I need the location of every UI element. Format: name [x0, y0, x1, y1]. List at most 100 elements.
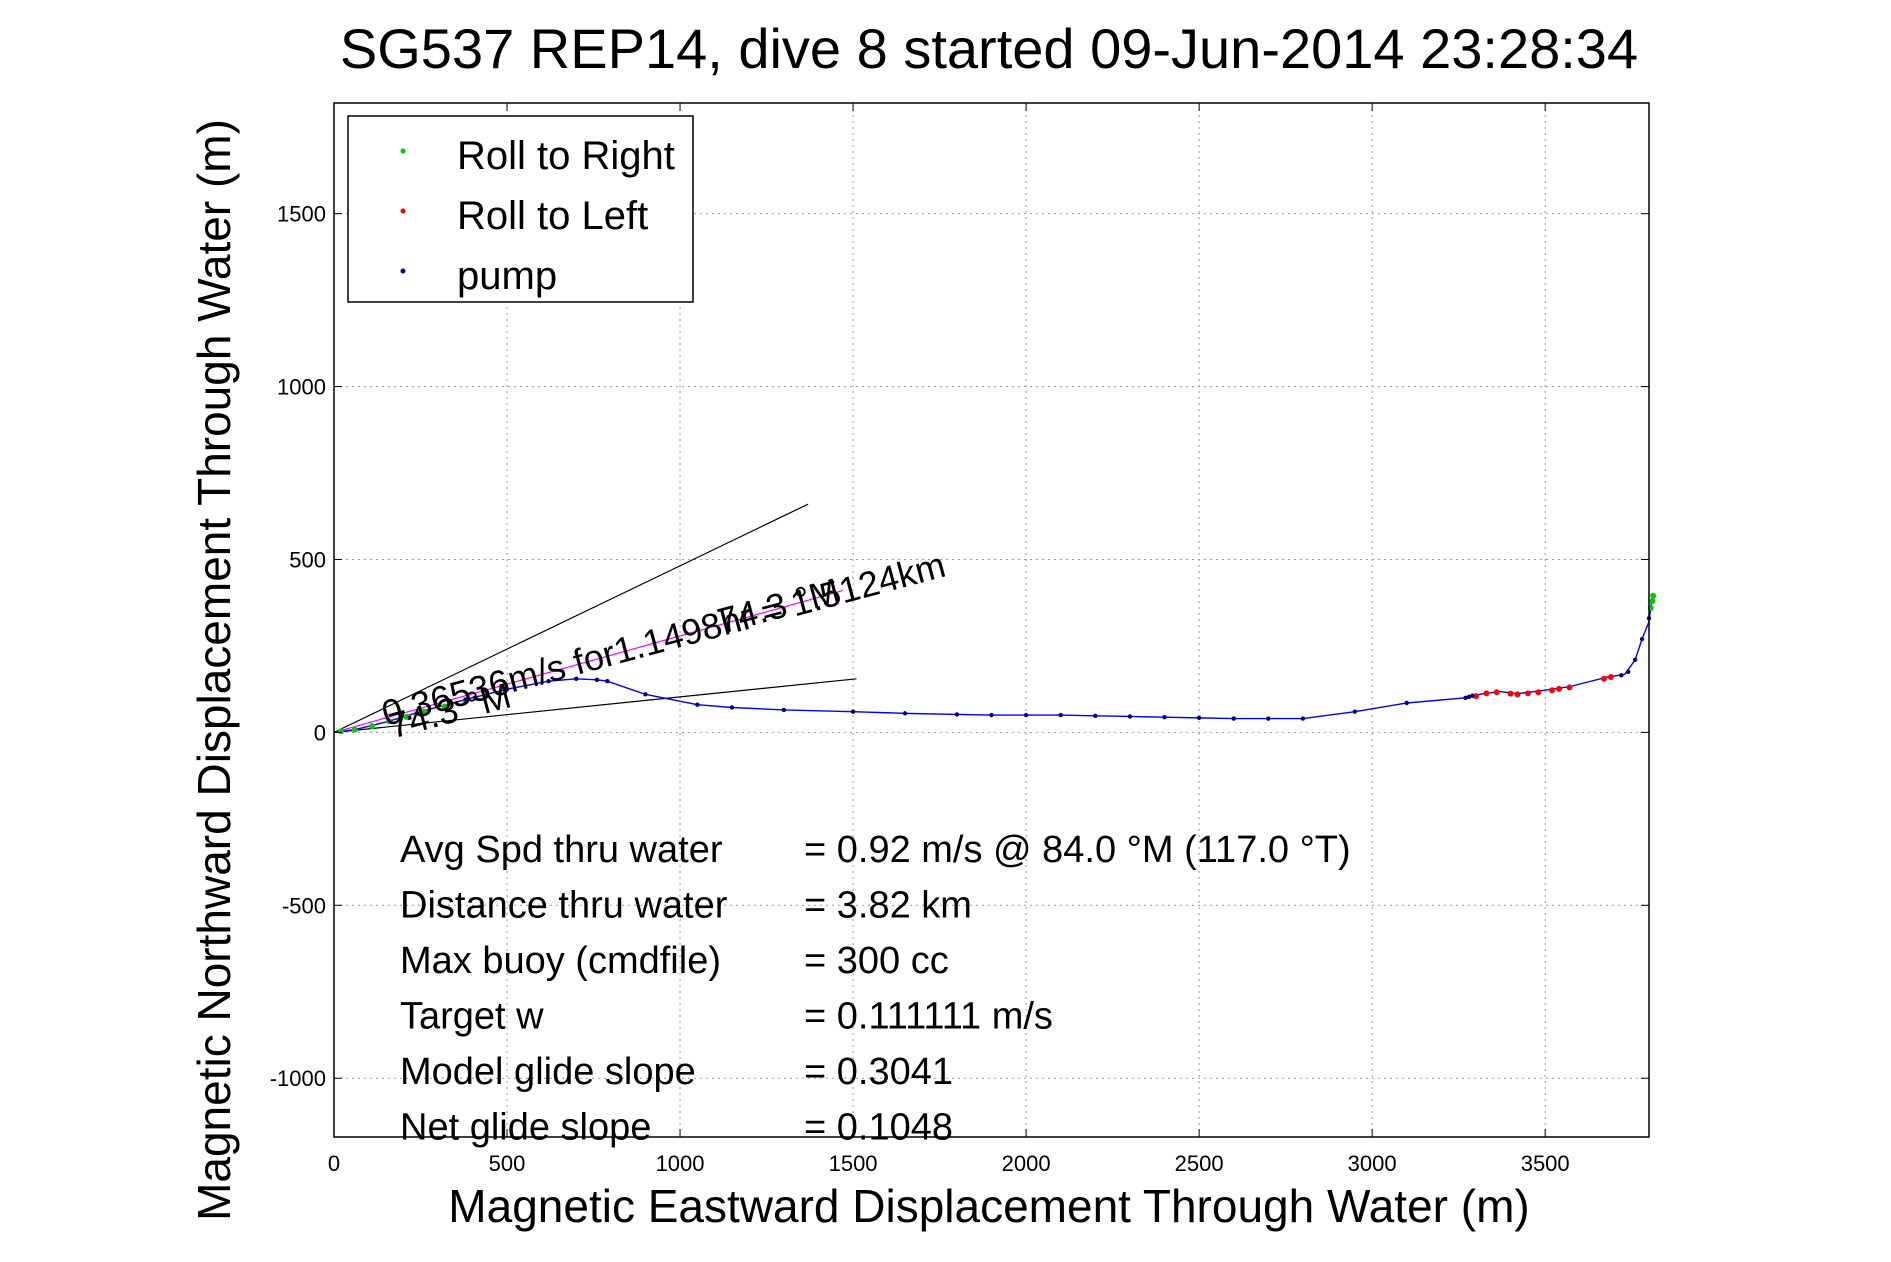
y-tick-label: 1500 — [277, 202, 326, 227]
chart-title: SG537 REP14, dive 8 started 09-Jun-2014 … — [340, 17, 1638, 80]
roll-right-point — [1649, 597, 1656, 604]
pump-point — [1352, 709, 1358, 714]
stat-value: = 0.111111 m/s — [804, 996, 1053, 1038]
pump-point — [1626, 669, 1631, 675]
stat-label: Avg Spd thru water — [400, 829, 723, 871]
pump-point — [546, 679, 551, 684]
x-tick-label: 2500 — [1175, 1151, 1224, 1176]
reference-lines — [333, 503, 857, 733]
x-tick-label: 1500 — [829, 1151, 878, 1176]
stat-value: = 0.3041 — [804, 1051, 953, 1093]
y-tick-label: -1000 — [270, 1066, 326, 1091]
stat-label: Distance thru water — [400, 885, 728, 927]
pump-point — [1404, 700, 1409, 706]
roll-left-point — [1524, 690, 1531, 697]
roll-left-point — [1507, 690, 1514, 697]
roll-left-point — [1607, 674, 1614, 681]
y-axis-ticks: -1000 -500 0 500 1000 1500 — [270, 202, 1649, 1091]
data-points — [337, 592, 1657, 735]
roll-right-point — [441, 703, 448, 710]
pump-point — [1093, 713, 1098, 718]
pump-point — [850, 709, 856, 714]
legend-label: pump — [457, 254, 557, 298]
annotation-1: 74.3 °M — [713, 570, 844, 642]
pump-point — [954, 712, 960, 717]
pump-point — [902, 711, 908, 716]
x-tick-label: 3500 — [1521, 1151, 1570, 1176]
reference-line-0 — [333, 503, 809, 733]
roll-left-point — [1549, 687, 1556, 694]
stat-label: Net glide slope — [400, 1107, 651, 1149]
grid-lines — [334, 103, 1649, 1137]
pump-point — [1466, 694, 1472, 699]
legend-marker — [400, 268, 406, 274]
stat-label: Target w — [400, 996, 544, 1038]
y-tick-label: -500 — [282, 893, 326, 918]
roll-right-point — [337, 728, 344, 735]
pump-point — [1639, 636, 1645, 642]
pump-point — [504, 686, 510, 692]
roll-right-point — [369, 723, 376, 730]
stat-value: = 0.1048 — [804, 1107, 953, 1149]
roll-left-point — [1566, 684, 1573, 691]
pump-point — [574, 676, 579, 681]
roll-left-point — [1493, 689, 1500, 696]
reference-line-1 — [333, 678, 857, 733]
stat-label: Model glide slope — [400, 1051, 696, 1093]
x-tick-label: 2000 — [1002, 1151, 1051, 1176]
x-axis-label: Magnetic Eastward Displacement Through W… — [448, 1180, 1529, 1232]
stat-label: Max buoy (cmdfile) — [400, 940, 721, 982]
y-axis-label: Magnetic Northward Displacement Through … — [188, 119, 240, 1221]
legend-marker — [400, 208, 406, 214]
legend: Roll to Right Roll to Left pump — [347, 115, 694, 303]
roll-left-point — [1472, 693, 1479, 700]
y-tick-label: 500 — [289, 547, 326, 572]
x-axis-ticks: 0 500 1000 1500 2000 2500 3000 3500 — [328, 103, 1570, 1176]
pump-point — [1619, 673, 1624, 678]
legend-entries: Roll to Right Roll to Left pump — [400, 134, 675, 298]
roll-right-point — [403, 713, 410, 720]
pump-point — [989, 712, 994, 718]
x-tick-label: 0 — [328, 1151, 340, 1176]
pump-point — [1127, 714, 1133, 719]
pump-point — [781, 707, 787, 713]
pump-point — [1266, 716, 1271, 721]
plot-frame — [333, 102, 1650, 1138]
pump-point — [1196, 715, 1202, 721]
roll-left-point — [1483, 690, 1490, 697]
y-tick-label: 0 — [314, 720, 326, 745]
pump-point — [1470, 693, 1475, 698]
stat-value: = 300 cc — [804, 940, 949, 982]
pump-point — [1023, 712, 1029, 718]
pump-point — [594, 677, 600, 683]
y-tick-label: 1000 — [277, 375, 326, 400]
pump-point — [1058, 712, 1063, 718]
x-tick-label: 3000 — [1348, 1151, 1397, 1176]
stat-value: = 3.82 km — [804, 885, 972, 927]
dive-statistics: Avg Spd thru water = 0.92 m/s @ 84.0 °M (… — [400, 829, 1351, 1149]
legend-label: Roll to Left — [457, 194, 648, 238]
pump-point — [1231, 716, 1236, 721]
roll-left-point — [1556, 685, 1563, 692]
roll-left-point — [1601, 675, 1608, 682]
pump-point — [463, 697, 468, 702]
roll-right-point — [386, 718, 393, 725]
pump-point — [729, 705, 735, 710]
roll-right-point — [1650, 592, 1657, 599]
pump-point — [1632, 657, 1638, 662]
pump-point — [643, 692, 648, 697]
pump-point — [1162, 714, 1167, 720]
legend-marker — [400, 148, 406, 154]
roll-left-point — [1535, 689, 1542, 696]
x-tick-label: 1000 — [656, 1151, 705, 1176]
reference-line-2 — [333, 590, 843, 733]
pump-point — [1463, 695, 1468, 701]
legend-label: Roll to Right — [457, 134, 675, 178]
roll-left-point — [1514, 691, 1521, 698]
roll-right-point — [351, 726, 358, 733]
roll-right-point — [420, 708, 427, 715]
pump-point — [695, 702, 700, 707]
pump-point — [605, 679, 610, 684]
x-tick-label: 500 — [489, 1151, 526, 1176]
